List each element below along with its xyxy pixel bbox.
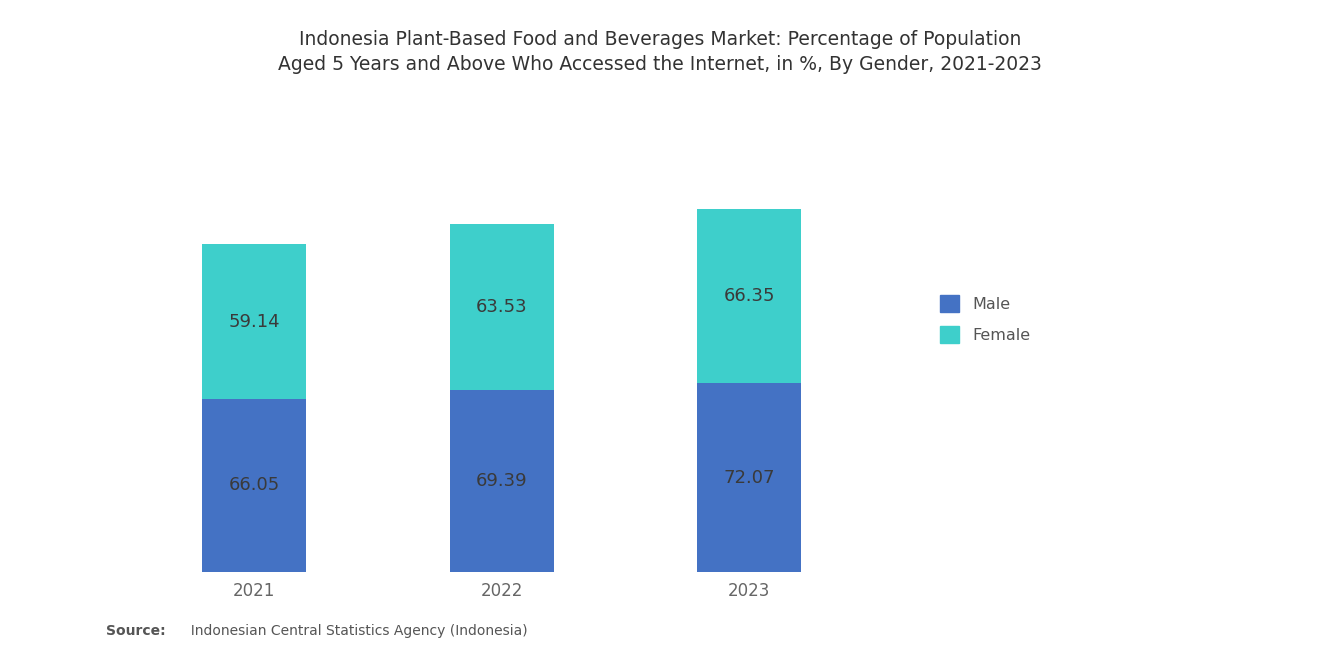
Text: 59.14: 59.14 [228, 313, 280, 331]
Legend: Male, Female: Male, Female [932, 287, 1038, 351]
Bar [697, 209, 801, 383]
Text: 69.39: 69.39 [475, 472, 528, 490]
Bar [202, 244, 306, 399]
Bar [450, 224, 553, 390]
Bar [450, 390, 553, 572]
Text: 66.35: 66.35 [723, 287, 775, 305]
Bar [202, 399, 306, 572]
Text: 63.53: 63.53 [475, 298, 528, 316]
Text: Indonesian Central Statistics Agency (Indonesia): Indonesian Central Statistics Agency (In… [182, 624, 528, 638]
Text: Indonesia Plant-Based Food and Beverages Market: Percentage of Population
Aged 5: Indonesia Plant-Based Food and Beverages… [279, 30, 1041, 74]
Text: 66.05: 66.05 [228, 476, 280, 494]
Bar [697, 383, 801, 572]
Text: Source:: Source: [106, 624, 165, 638]
Text: 72.07: 72.07 [723, 469, 775, 487]
